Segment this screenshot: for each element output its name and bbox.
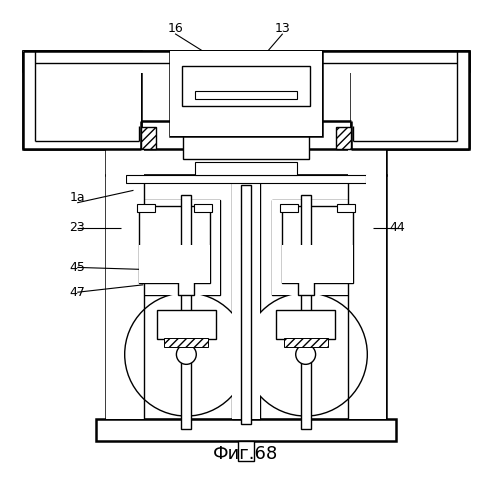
Polygon shape xyxy=(141,126,155,148)
Bar xyxy=(23,51,141,148)
Bar xyxy=(298,270,313,294)
Text: Фиг.68: Фиг.68 xyxy=(214,445,278,463)
Bar xyxy=(272,200,363,294)
Bar xyxy=(139,245,210,283)
Bar xyxy=(367,176,386,419)
Bar xyxy=(338,204,355,212)
Bar xyxy=(367,176,386,419)
Bar xyxy=(276,310,336,340)
Bar xyxy=(351,51,469,148)
Circle shape xyxy=(244,293,368,416)
Bar xyxy=(184,117,308,158)
Bar xyxy=(106,176,386,419)
Bar xyxy=(137,204,154,212)
Text: 13: 13 xyxy=(275,22,291,36)
Text: 23: 23 xyxy=(69,221,85,234)
Bar xyxy=(129,200,220,294)
Bar xyxy=(125,176,367,184)
Bar xyxy=(170,51,322,136)
Bar xyxy=(272,200,363,294)
Text: 44: 44 xyxy=(390,221,405,234)
Bar xyxy=(25,53,467,73)
Bar xyxy=(183,66,309,106)
Bar xyxy=(301,196,310,429)
Bar xyxy=(182,196,191,429)
Bar xyxy=(106,176,125,419)
Text: 47: 47 xyxy=(69,286,85,299)
Bar xyxy=(195,162,297,175)
Bar xyxy=(238,441,254,461)
Bar xyxy=(121,176,371,190)
Bar xyxy=(129,200,220,294)
Bar xyxy=(23,51,141,148)
Bar xyxy=(125,176,367,419)
Bar xyxy=(194,204,212,212)
Bar xyxy=(348,148,386,176)
Polygon shape xyxy=(337,126,351,148)
Bar xyxy=(23,51,469,71)
Bar xyxy=(106,176,125,419)
Bar xyxy=(351,51,469,148)
Bar xyxy=(241,186,251,424)
Bar xyxy=(23,51,469,71)
Bar xyxy=(134,190,358,203)
Bar xyxy=(282,245,353,283)
Circle shape xyxy=(124,293,248,416)
Text: 1а: 1а xyxy=(69,192,85,204)
Bar xyxy=(232,176,260,419)
Bar xyxy=(96,419,396,441)
Bar xyxy=(139,206,210,283)
Bar xyxy=(164,338,208,347)
Bar xyxy=(280,204,298,212)
Bar xyxy=(232,176,260,419)
Text: 16: 16 xyxy=(167,22,183,36)
Bar xyxy=(125,176,144,419)
Bar xyxy=(106,148,144,176)
Bar xyxy=(348,176,367,419)
Bar xyxy=(367,176,386,194)
Bar xyxy=(179,270,194,294)
Bar xyxy=(156,310,216,340)
Bar xyxy=(106,176,125,194)
Bar xyxy=(106,148,386,176)
Bar xyxy=(170,51,322,136)
Text: 45: 45 xyxy=(69,261,85,274)
Circle shape xyxy=(296,344,315,364)
Circle shape xyxy=(177,344,196,364)
Bar xyxy=(195,91,297,99)
Bar xyxy=(282,206,353,283)
Bar xyxy=(284,338,328,347)
